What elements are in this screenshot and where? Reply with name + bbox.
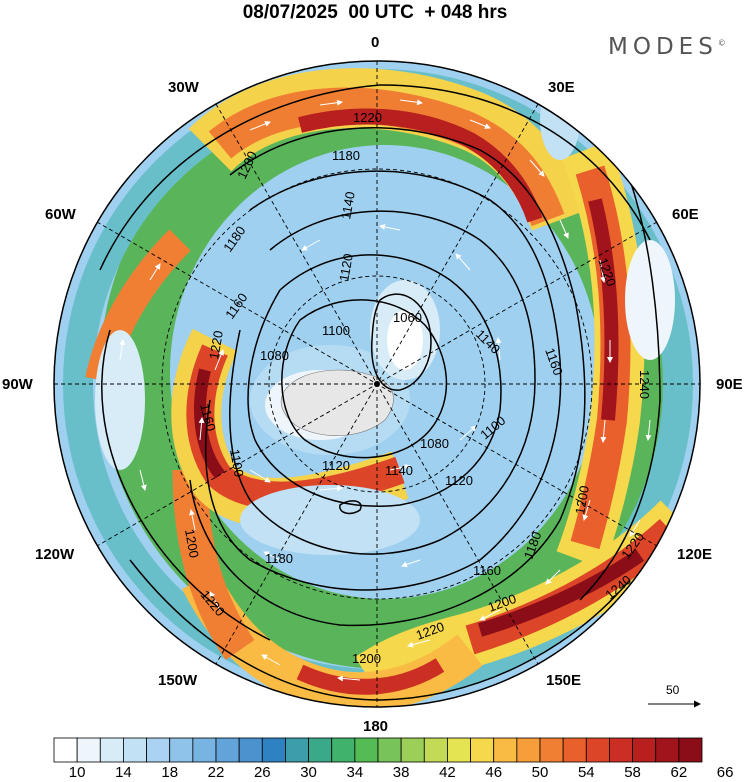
contour-label: 1140 (338, 190, 358, 220)
colorbar-swatch (308, 737, 333, 763)
modes-logo: MODES© (608, 34, 726, 60)
lon-label-60e: 60E (672, 206, 699, 223)
contour-label: 1160 (473, 563, 501, 578)
colorbar-swatch (423, 737, 448, 763)
contour-label: 1140 (385, 463, 413, 478)
map-boundary (53, 60, 701, 708)
colorbar-swatch (493, 737, 518, 763)
colorbar (53, 737, 703, 763)
contour-label-group: 1220 1180 1200 1140 1180 1120 1160 1060 … (182, 110, 652, 666)
height-contours (99, 84, 661, 701)
contour-label: 1120 (336, 252, 356, 282)
contour-label: 1200 (572, 484, 592, 515)
contour-label: 1060 (393, 310, 422, 325)
pole-marker (374, 381, 380, 387)
contour-label: 1220 (353, 110, 382, 125)
contour-label: 1200 (352, 651, 381, 666)
colorbar-swatch (76, 737, 101, 763)
lon-label-180: 180 (363, 718, 389, 735)
lon-label-30w: 30W (168, 79, 199, 96)
colorbar-swatch (609, 737, 633, 763)
colorbar-tick-label: 14 (115, 764, 132, 781)
colorbar-swatch (331, 737, 356, 763)
colorbar-tick-label: 66 (716, 764, 734, 781)
colorbar-tick-label: 26 (253, 764, 271, 781)
contour-label: 1120 (445, 473, 473, 488)
lon-label-30e: 30E (548, 79, 575, 96)
colorbar-tick-label: 62 (670, 764, 688, 781)
colorbar-tick-label: 58 (624, 764, 641, 781)
colorbar-swatch (53, 737, 78, 763)
lon-label-0: 0 (371, 34, 380, 51)
contour-label: 1080 (420, 436, 449, 451)
colorbar-swatch (354, 737, 379, 763)
colorbar-swatch (539, 737, 564, 763)
colorbar-swatch (447, 737, 471, 763)
colorbar-tick-label: 50 (531, 764, 549, 781)
contour-label: 1100 (322, 323, 350, 338)
colorbar-swatch (470, 737, 495, 763)
colorbar-swatch (678, 737, 703, 763)
colorbar-tick-label: 34 (346, 764, 364, 781)
colorbar-swatch (238, 737, 263, 763)
lon-label-150w: 150W (158, 672, 198, 689)
contour-label: 1200 (182, 528, 202, 559)
colorbar-swatch (655, 737, 680, 763)
colorbar-swatch (516, 737, 541, 763)
lon-label-120e: 120E (677, 546, 713, 563)
contour-label: 1180 (332, 148, 360, 163)
colorbar-swatch (377, 737, 402, 763)
contour-label: 1080 (260, 348, 289, 363)
colorbar-tick-label: 54 (577, 764, 595, 781)
colorbar-swatch (146, 737, 171, 763)
colorbar-tick-label: 46 (485, 764, 503, 781)
contour-label: 1160 (197, 402, 219, 433)
colorbar-tick-label: 38 (392, 764, 410, 781)
contour-label: 1100 (227, 448, 247, 478)
lon-label-90e: 90E (716, 376, 743, 393)
colorbar-swatch (562, 737, 587, 763)
colorbar-swatch (400, 737, 425, 763)
colorbar-swatch (215, 737, 240, 763)
colorbar-swatch (585, 737, 610, 763)
colorbar-tick-label: 22 (207, 764, 225, 781)
colorbar-swatch (261, 737, 286, 763)
colorbar-swatch (285, 737, 309, 763)
lon-label-90w: 90W (2, 376, 33, 393)
colorbar-swatch (99, 737, 124, 763)
colorbar-tick-label: 18 (161, 764, 179, 781)
reference-vector-label: 50 (666, 683, 680, 697)
colorbar-swatch (169, 737, 194, 763)
map-title: 08/07/2025 00 UTC + 048 hrs (242, 2, 508, 23)
contour-label: 1220 (206, 329, 226, 360)
colorbar-tick-label: 10 (68, 764, 86, 781)
colorbar-tick-label: 42 (439, 764, 456, 781)
lon-label-120w: 120W (35, 546, 75, 563)
lon-label-150e: 150E (546, 672, 582, 689)
colorbar-swatch (192, 737, 217, 763)
colorbar-swatch (632, 737, 657, 763)
contour-label: 1240 (637, 370, 652, 399)
contour-label: 1120 (322, 458, 350, 473)
contour-label: 1180 (265, 551, 293, 566)
colorbar-tick-label: 30 (300, 764, 317, 781)
wind-vectors (119, 99, 652, 682)
lon-label-60w: 60W (45, 206, 76, 223)
colorbar-swatch (123, 737, 147, 763)
